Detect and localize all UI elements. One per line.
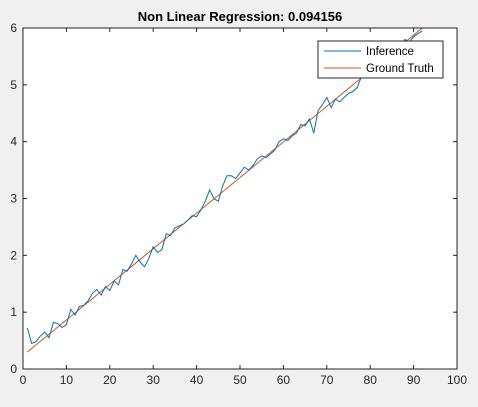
x-tick-label: 60 — [277, 373, 291, 387]
series-layer — [26, 28, 423, 353]
x-tick-label: 10 — [60, 373, 74, 387]
legend-label-inference: Inference — [366, 46, 414, 58]
x-tick-label: 100 — [447, 373, 467, 387]
x-tick-label: 40 — [190, 373, 204, 387]
y-tick-label: 3 — [10, 192, 17, 206]
plot-area[interactable] — [23, 28, 457, 369]
y-tick-label: 1 — [10, 305, 17, 319]
y-tick-label: 2 — [10, 248, 17, 262]
legend-label-ground-truth: Ground Truth — [366, 63, 434, 75]
chart-title: Non Linear Regression: 0.094156 — [138, 9, 342, 24]
x-tick-label: 90 — [407, 373, 421, 387]
axes-layer: 0 10 20 30 40 50 60 70 80 90 100 0 1 2 3 4 5 6 — [10, 21, 467, 387]
x-tick-label: 0 — [20, 373, 27, 387]
series-line-ground-truth[interactable] — [27, 28, 423, 353]
x-tick-label: 80 — [364, 373, 378, 387]
y-tick-label: 0 — [10, 362, 17, 376]
x-tick-label: 70 — [320, 373, 334, 387]
y-tick-label: 4 — [10, 135, 17, 149]
legend-box — [317, 40, 444, 79]
y-tick-label: 5 — [10, 78, 17, 92]
y-tick-label: 6 — [10, 21, 17, 35]
x-tick-label: 30 — [147, 373, 161, 387]
x-tick-label: 20 — [103, 373, 117, 387]
series-line-inference[interactable] — [26, 30, 423, 345]
x-tick-label: 50 — [233, 373, 247, 387]
legend[interactable]: Inference Ground Truth — [317, 40, 444, 79]
